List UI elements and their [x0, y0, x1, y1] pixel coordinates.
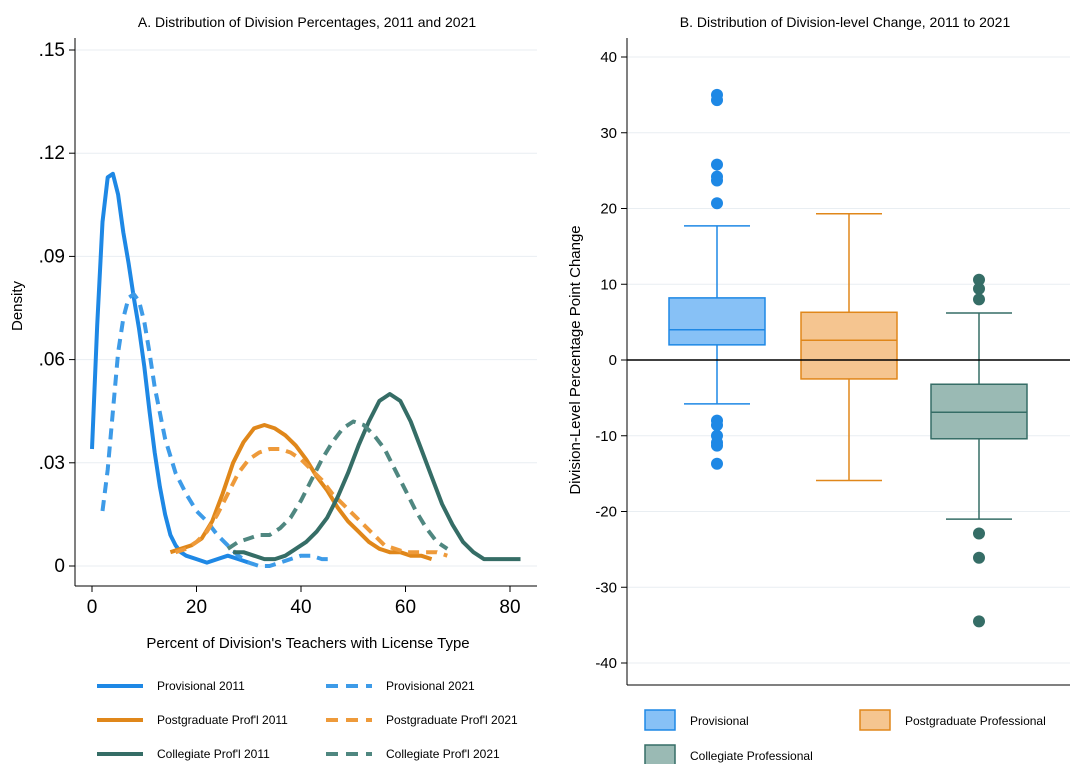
series-collegiate-prof-l-2011: [233, 392, 521, 562]
panel-a-ytick-label: .06: [39, 350, 65, 371]
panel-a-ylabel: Density: [9, 280, 26, 331]
series-collegiate-prof-l-2021: [226, 419, 449, 551]
outlier-point: [973, 273, 985, 286]
panel-a-title: A. Distribution of Division Percentages,…: [138, 14, 476, 30]
panel-a-xtick-label: 80: [499, 597, 520, 618]
outlier-point: [973, 293, 985, 306]
outlier-point: [711, 174, 723, 187]
legend-label-postgraduate-prof-l-2011: Postgraduate Prof'l 2011: [157, 713, 288, 727]
legend-label-collegiate-professional: Collegiate Professional: [690, 749, 813, 763]
legend-label-collegiate-prof-l-2021: Collegiate Prof'l 2021: [386, 747, 500, 761]
panel-a-legend: Provisional 2011 Provisional 2021 Postgrad…: [97, 679, 518, 761]
legend-swatch-provisional: [644, 709, 676, 731]
panel-b-ytick-label: 30: [600, 125, 617, 142]
series-provisional-2021: [100, 292, 333, 568]
panel-a-xtick-label: 20: [186, 597, 207, 618]
legend-label-postgraduate-prof-l-2021: Postgraduate Prof'l 2021: [386, 713, 518, 727]
panel-a-xtick-label: 40: [290, 597, 311, 618]
outlier-point: [711, 419, 723, 432]
legend-label-postgraduate-professional: Postgraduate Professional: [905, 714, 1046, 728]
box-iqr: [930, 383, 1028, 440]
panel-b-ytick-label: -30: [595, 579, 617, 596]
panel-b-ytick-label: -10: [595, 428, 617, 445]
panel-b-ytick-label: 20: [600, 201, 617, 218]
panel-a-ytick-label: .09: [39, 246, 65, 267]
legend-swatch-postgraduate-professional: [859, 709, 891, 731]
panel-b-ytick-label: 40: [600, 49, 617, 66]
panel-a-density-chart: A. Distribution of Division Percentages,…: [9, 14, 537, 761]
outlier-point: [711, 94, 723, 107]
outlier-point: [711, 457, 723, 470]
legend-swatch-collegiate-professional: [644, 744, 676, 764]
box-postgraduate-professional: [800, 213, 898, 482]
outlier-point: [973, 282, 985, 295]
panel-b-ylabel: Division-Level Percentage Point Change: [567, 225, 584, 494]
panel-a-ytick-label: .03: [39, 453, 65, 474]
panel-a-xlabel: Percent of Division's Teachers with Lice…: [146, 635, 469, 652]
panel-a-ytick-label: .12: [39, 143, 65, 164]
outlier-point: [711, 158, 723, 171]
box-provisional: [668, 88, 766, 470]
legend-label-collegiate-prof-l-2011: Collegiate Prof'l 2011: [157, 747, 270, 761]
panel-b-ytick-label: -40: [595, 655, 617, 672]
panel-a-xtick-label: 60: [395, 597, 416, 618]
outlier-point: [973, 615, 985, 628]
panel-b-ytick-label: -20: [595, 504, 617, 521]
panel-a-xtick-label: 0: [87, 597, 98, 618]
panel-b-ytick-label: 0: [609, 352, 617, 369]
series-provisional-2011: [90, 171, 250, 565]
panel-b-title: B. Distribution of Division-level Change…: [680, 14, 1011, 30]
box-iqr: [668, 297, 766, 346]
outlier-point: [711, 439, 723, 452]
box-iqr: [800, 311, 898, 380]
legend-label-provisional-2011: Provisional 2011: [157, 679, 245, 693]
legend-label-provisional: Provisional: [690, 714, 749, 728]
outlier-point: [711, 197, 723, 210]
panel-a-ytick-label: .15: [39, 40, 65, 61]
outlier-point: [973, 527, 985, 540]
panel-b-box-chart: B. Distribution of Division-level Change…: [567, 14, 1070, 764]
outlier-point: [973, 551, 985, 564]
panel-b-legend: Provisional Postgraduate Professional Coll…: [644, 709, 1046, 764]
panel-b-ytick-label: 10: [600, 276, 617, 293]
box-collegiate-professional: [930, 273, 1028, 628]
legend-label-provisional-2021: Provisional 2021: [386, 679, 475, 693]
series-postgraduate-prof-l-2011: [169, 423, 433, 562]
panel-a-ytick-label: 0: [54, 556, 65, 577]
